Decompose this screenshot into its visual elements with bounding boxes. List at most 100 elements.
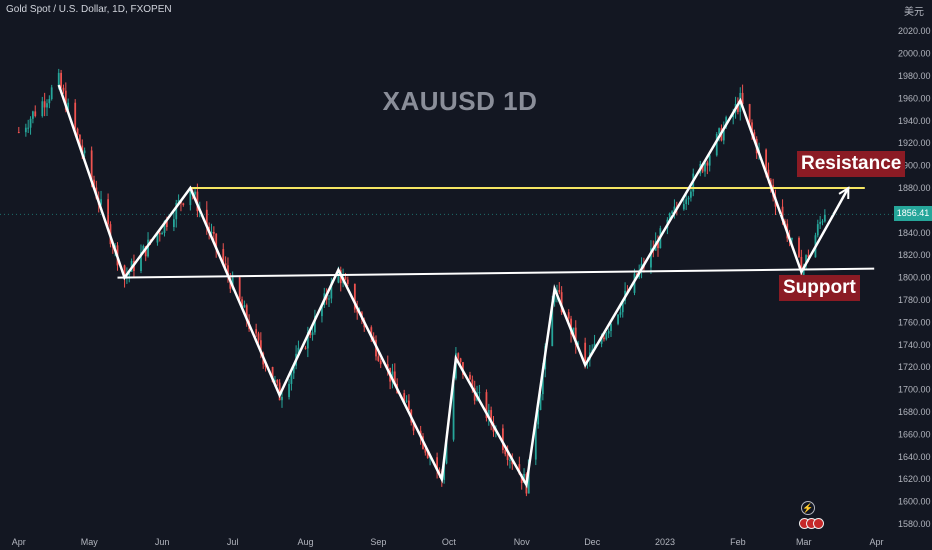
candle-body	[502, 428, 504, 450]
candle-body	[748, 104, 751, 123]
candle-body	[100, 199, 102, 205]
candle-body	[17, 132, 20, 134]
candle-body	[238, 277, 241, 300]
candle-body	[457, 353, 460, 359]
x-tick-label: Dec	[584, 537, 601, 547]
y-tick-label: 1880.00	[898, 183, 931, 193]
y-tick-label: 2000.00	[898, 49, 931, 59]
candle-body	[798, 237, 800, 257]
candle-body	[83, 150, 86, 154]
candle-body	[650, 248, 652, 268]
candle-body	[227, 265, 229, 277]
y-tick-label: 1980.00	[898, 71, 931, 81]
candle-body	[737, 103, 739, 112]
candle-body	[79, 134, 81, 146]
candle-body	[722, 127, 725, 141]
candle-body	[34, 111, 37, 117]
pattern-zigzag-line	[57, 84, 850, 489]
candle-body	[701, 164, 704, 172]
y-tick-label: 1960.00	[898, 93, 931, 103]
candle-body	[393, 371, 396, 384]
candle-body	[621, 300, 624, 313]
candle-body	[259, 340, 262, 354]
candle-body	[173, 219, 175, 228]
candle-body	[67, 102, 70, 111]
y-tick-label: 1900.00	[898, 161, 931, 171]
candle-body	[478, 392, 481, 394]
candle-body	[93, 179, 95, 188]
candle-body	[487, 410, 490, 418]
candle-body	[292, 365, 295, 374]
candle-body	[819, 221, 822, 225]
candle-body	[194, 191, 196, 195]
candle-body	[144, 246, 147, 257]
y-tick-label: 1840.00	[898, 228, 931, 238]
candle-body	[210, 231, 213, 234]
x-tick-label: May	[81, 537, 99, 547]
candle-body	[74, 102, 77, 129]
candle-body	[704, 162, 706, 172]
candle-body	[600, 337, 603, 344]
candle-body	[215, 233, 218, 250]
candle-body	[372, 336, 375, 340]
candle-body	[24, 127, 27, 133]
candle-body	[311, 332, 314, 336]
candle-body	[177, 200, 180, 203]
candle-body	[60, 72, 62, 88]
chart-watermark: XAUUSD 1D	[382, 86, 538, 116]
candle-body	[610, 323, 612, 331]
candle-body	[577, 342, 579, 345]
candle-body	[452, 378, 455, 440]
y-tick-label: 1820.00	[898, 250, 931, 260]
candle-body	[271, 366, 274, 382]
candle-body	[725, 117, 728, 128]
x-tick-label: Nov	[514, 537, 531, 547]
candle-body	[673, 206, 676, 212]
candle-body	[205, 209, 208, 227]
candle-body	[245, 305, 248, 321]
candle-body	[741, 92, 744, 105]
candle-body	[567, 312, 570, 319]
candle-body	[165, 220, 168, 228]
candle-body	[687, 197, 690, 200]
candle-body	[534, 424, 537, 460]
candle-body	[769, 179, 772, 186]
x-tick-label: Jul	[227, 537, 239, 547]
candle-body	[781, 206, 784, 222]
candle-body	[405, 400, 408, 402]
y-tick-label: 1580.00	[898, 519, 931, 529]
candle-body	[708, 155, 711, 166]
candle-body	[603, 337, 605, 340]
candle-body	[90, 150, 93, 180]
candle-body	[50, 87, 53, 100]
y-tick-label: 1920.00	[898, 138, 931, 148]
candle-body	[62, 87, 65, 91]
candle-body	[356, 309, 359, 313]
support-line	[117, 267, 875, 279]
candle-body	[802, 266, 805, 281]
candle-body	[64, 90, 67, 111]
y-tick-label: 1620.00	[898, 474, 931, 484]
candle-body	[41, 101, 44, 117]
candle-body	[32, 111, 34, 119]
candle-body	[657, 241, 659, 249]
x-tick-label: Oct	[442, 537, 457, 547]
candle-body	[685, 199, 688, 205]
candle-body	[140, 252, 142, 272]
x-tick-label: Apr	[12, 537, 26, 547]
candle-body	[506, 454, 509, 460]
lightning-icon[interactable]: ⚡	[801, 501, 815, 515]
x-tick-label: Apr	[870, 537, 884, 547]
candle-body	[163, 220, 166, 233]
candle-body	[142, 246, 145, 253]
candle-body	[438, 470, 441, 472]
candle-body	[306, 332, 309, 349]
candle-body	[419, 430, 422, 437]
events-flags-icon[interactable]	[799, 516, 824, 529]
candle-body	[537, 409, 540, 425]
x-tick-label: Jun	[155, 537, 170, 547]
symbol-title: Gold Spot / U.S. Dollar, 1D, FXOPEN	[6, 4, 172, 15]
candle-body	[805, 255, 807, 267]
candle-body	[224, 263, 227, 266]
